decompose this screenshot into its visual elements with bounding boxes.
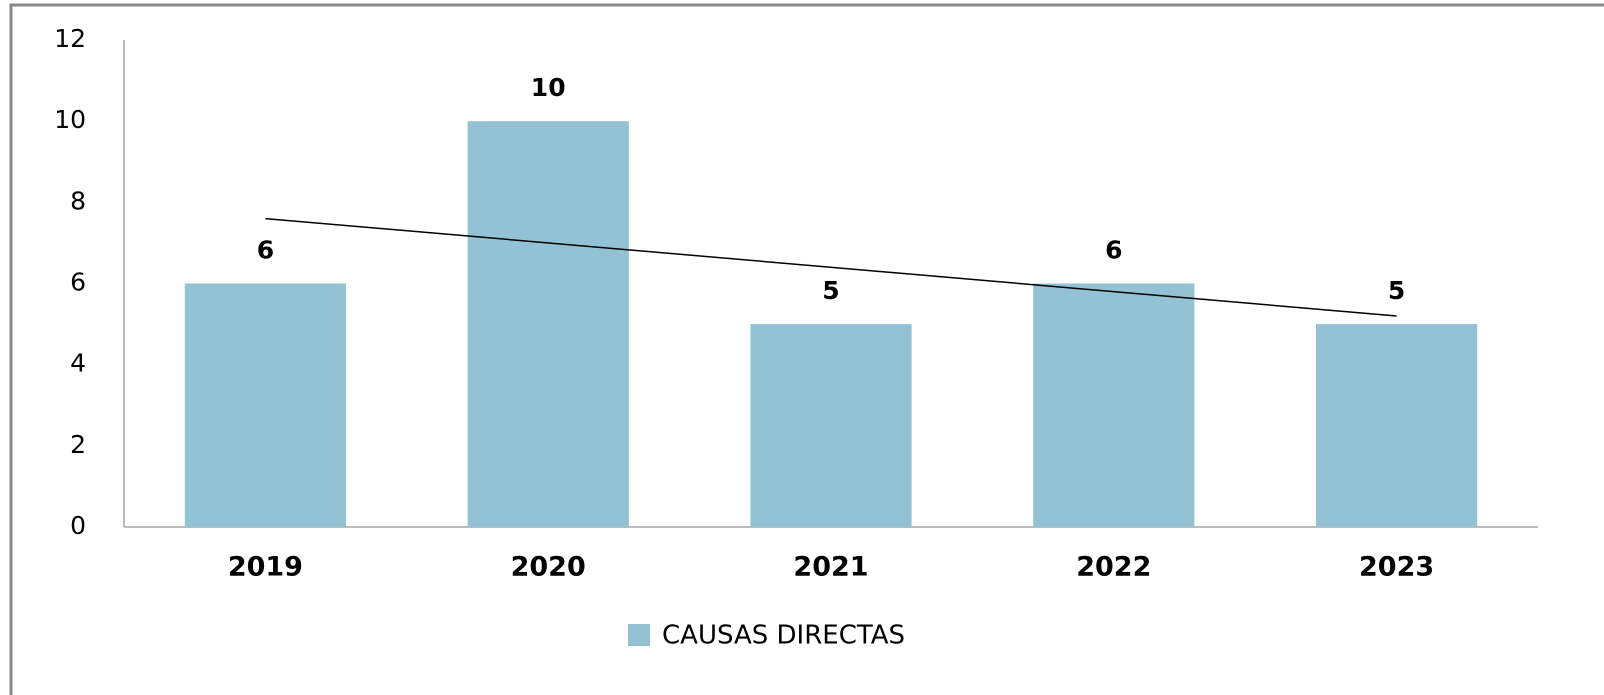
y-tick-label: 8 [70, 186, 86, 215]
data-label: 6 [1105, 236, 1122, 265]
y-tick-label: 4 [70, 349, 86, 378]
legend-swatch [628, 624, 650, 646]
y-tick-label: 2 [70, 430, 86, 459]
legend-label: CAUSAS DIRECTAS [662, 621, 905, 651]
data-label: 5 [1388, 276, 1405, 305]
y-tick-label: 12 [54, 24, 86, 53]
x-tick-label: 2020 [511, 552, 586, 583]
x-tick-label: 2021 [793, 552, 868, 583]
x-tick-label: 2022 [1076, 552, 1151, 583]
y-tick-label: 10 [54, 105, 86, 134]
data-label: 5 [822, 276, 839, 305]
y-tick-label: 0 [70, 511, 86, 540]
bar [750, 324, 912, 527]
bar [184, 283, 346, 527]
x-tick-label: 2023 [1359, 552, 1434, 583]
data-label: 6 [257, 236, 274, 265]
x-tick-label: 2019 [228, 552, 303, 583]
bar [1033, 283, 1195, 527]
bar [1316, 324, 1478, 527]
data-label: 10 [531, 73, 566, 102]
trendline [265, 217, 1397, 317]
bar [467, 121, 629, 528]
y-tick-label: 6 [70, 268, 86, 297]
